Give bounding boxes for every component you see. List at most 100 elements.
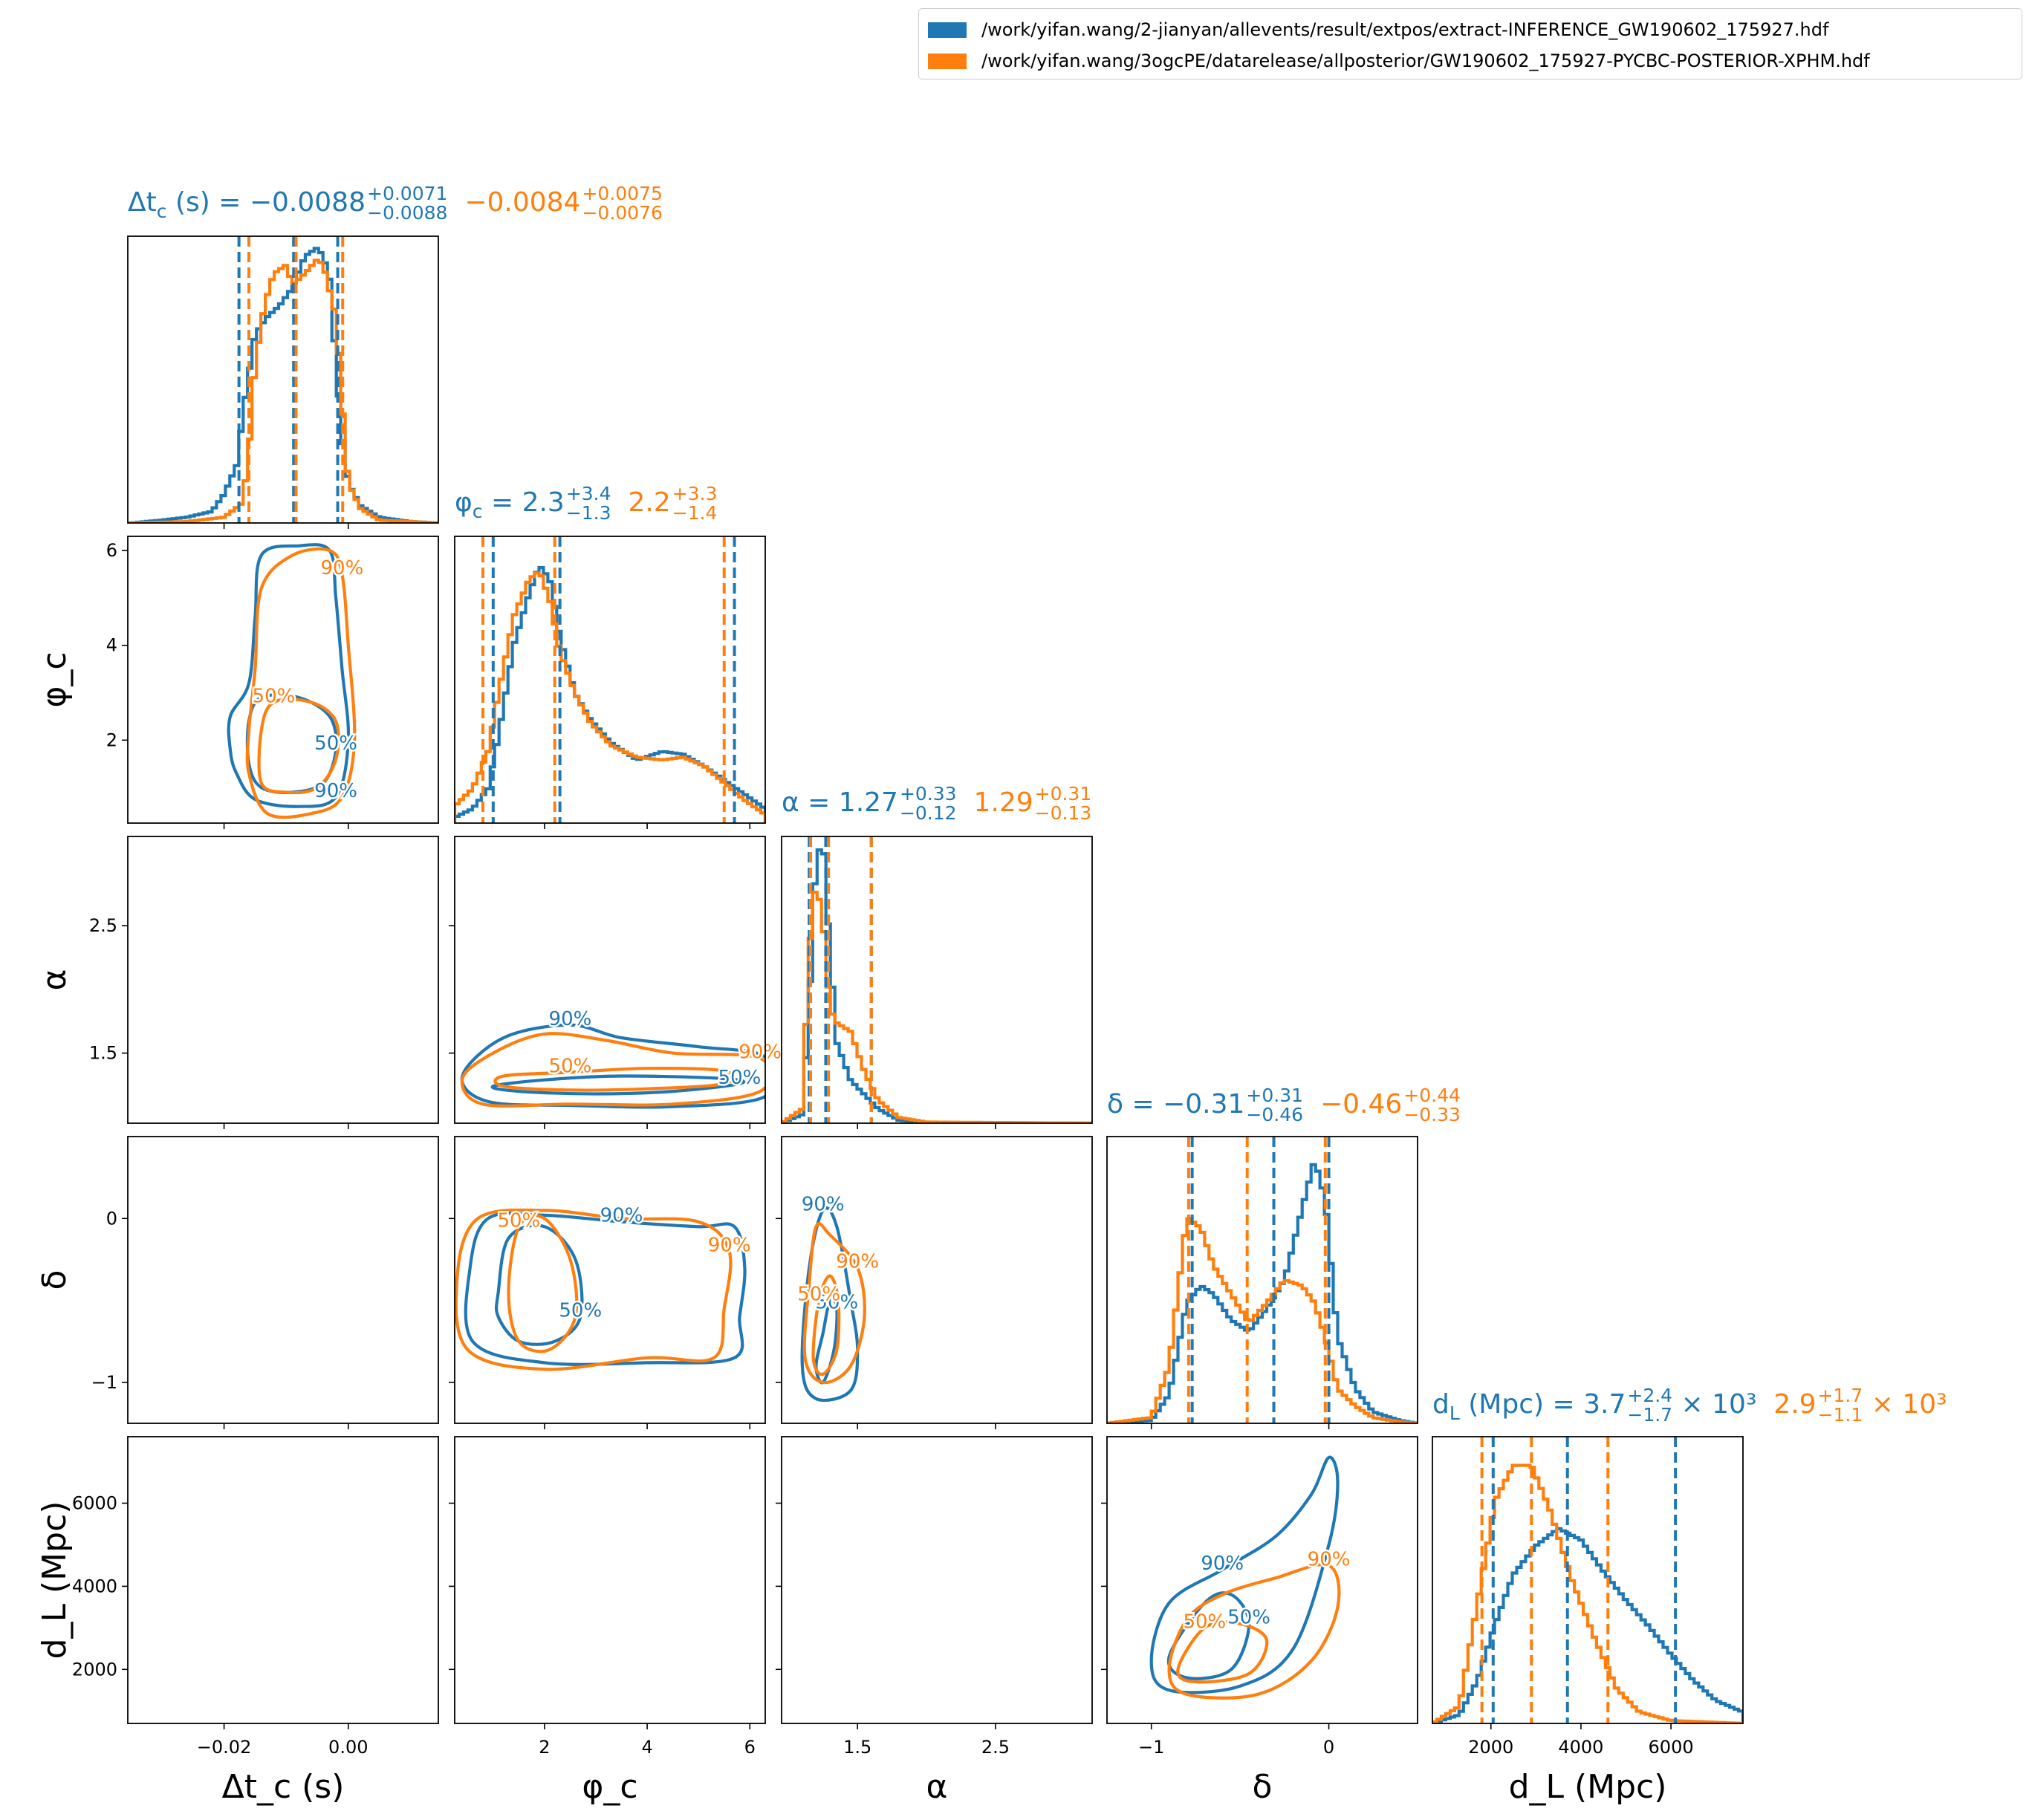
panel-frame: [1432, 1436, 1744, 1724]
legend: /work/yifan.wang/2-jianyan/allevents/res…: [918, 8, 2022, 79]
y-tick-label: 4000: [72, 1576, 117, 1596]
contour-level-label: 90%: [549, 1008, 592, 1030]
ylabel-dl: d_L (Mpc): [36, 1501, 74, 1660]
x-tick-label: 2.5: [981, 1737, 1010, 1758]
contour-level-label: 50%: [497, 1209, 540, 1232]
contour-level-label: 50%: [549, 1055, 592, 1077]
x-tick-label: 6000: [1649, 1737, 1694, 1758]
y-tick-label: 2000: [72, 1659, 117, 1680]
x-tick-label: 0.00: [328, 1737, 368, 1758]
contour-level-label: 90%: [1308, 1548, 1351, 1570]
ylabel-delta: δ: [36, 1270, 74, 1290]
contour-s2_90-delta_tc-phi_c: [245, 547, 357, 819]
contour-level-label: 50%: [815, 1292, 858, 1314]
title-delta: δ = −0.31 +0.31 −0.46 −0.46 +0.44 −0.33: [1107, 1085, 1461, 1126]
legend-label-run2: /work/yifan.wang/3ogcPE/datarelease/allp…: [981, 51, 1870, 71]
hist-run1-delta_tc: [128, 247, 438, 523]
title-alpha: α = 1.27 +0.33 −0.12 1.29 +0.31 −0.13: [782, 783, 1092, 825]
xlabel-delta-tc: Δt_c (s): [222, 1768, 345, 1806]
panel-frame: [127, 536, 439, 824]
contour-s2_90-alpha-delta: [802, 1221, 866, 1385]
x-tick-label: 4: [641, 1737, 652, 1758]
contour-level-label: 90%: [314, 780, 357, 802]
panel-frame: [781, 836, 1093, 1124]
x-tick-label: 6: [744, 1737, 756, 1758]
panel-frame: [454, 1136, 766, 1424]
x-tick-label: 2000: [1468, 1737, 1513, 1758]
panel-frame: [127, 1436, 439, 1724]
contour-level-label: 90%: [802, 1193, 845, 1215]
y-tick-label: −1: [91, 1372, 117, 1393]
hist-run1-d_L: [1432, 1527, 1743, 1723]
hist-run1-phi_c: [455, 565, 765, 823]
x-tick-label: 1.5: [843, 1737, 871, 1758]
contour-level-label: 90%: [600, 1205, 643, 1227]
panel-frame: [454, 836, 766, 1124]
legend-swatch-blue: [928, 22, 967, 38]
ylabel-phi-c: φ_c: [36, 651, 74, 707]
panel-frame: [127, 1136, 439, 1424]
contour-s2_50-delta_tc-phi_c: [257, 698, 340, 795]
contour-s1_50-phi_c-alpha: [490, 1074, 746, 1096]
contour-s2_90-delta-d_L: [1167, 1562, 1341, 1700]
panel-frame: [127, 235, 439, 524]
panel-frame: [454, 1436, 766, 1724]
contour-s2_50-phi_c-delta: [507, 1214, 579, 1353]
y-tick-label: 6000: [72, 1493, 117, 1514]
x-tick-label: 0: [1323, 1737, 1334, 1758]
y-tick-label: 6: [106, 540, 117, 561]
xlabel-delta: δ: [1253, 1768, 1273, 1806]
title-delta-tc: Δtc (s) = −0.0088 +0.0071 −0.0088 −0.0084 +…: [128, 183, 663, 224]
panel-frame: [781, 1136, 1093, 1424]
contour-s1_90-phi_c-delta: [464, 1212, 747, 1366]
contour-s2_50-alpha-delta: [811, 1274, 841, 1377]
xlabel-alpha: α: [926, 1768, 947, 1806]
contour-s2_50-delta-d_L: [1176, 1620, 1269, 1684]
hist-run2-delta: [1107, 1217, 1418, 1423]
y-tick-label: 2.5: [89, 915, 117, 936]
y-tick-label: 2: [106, 729, 117, 750]
hist-run2-phi_c: [455, 571, 765, 823]
contour-level-label: 90%: [738, 1041, 782, 1064]
contour-level-label: 50%: [718, 1067, 762, 1089]
y-tick-label: 0: [106, 1208, 117, 1229]
y-tick-label: 1.5: [89, 1043, 117, 1064]
contour-s1_50-phi_c-delta: [494, 1223, 584, 1346]
legend-entry-run1: /work/yifan.wang/2-jianyan/allevents/res…: [928, 16, 1828, 43]
panel-frame: [1106, 1136, 1418, 1424]
x-tick-label: 2: [539, 1737, 550, 1758]
hist-run1-delta: [1107, 1163, 1418, 1423]
x-tick-label: −0.02: [197, 1737, 252, 1758]
x-tick-label: −1: [1138, 1737, 1164, 1758]
contour-s2_90-phi_c-alpha: [460, 1032, 765, 1108]
legend-label-run1: /work/yifan.wang/2-jianyan/allevents/res…: [981, 19, 1829, 40]
title-phi-c: φc = 2.3 +3.4 −1.3 2.2 +3.3 −1.4: [455, 483, 718, 524]
contour-level-label: 50%: [253, 685, 296, 707]
xlabel-dl: d_L (Mpc): [1509, 1768, 1667, 1806]
contour-level-label: 90%: [321, 557, 364, 579]
contour-level-label: 90%: [708, 1234, 751, 1256]
ylabel-alpha: α: [36, 969, 74, 990]
title-dl: dL (Mpc) = 3.7 +2.4 −1.7 × 10³ 2.9 +1.7 −1.1…: [1432, 1385, 1947, 1426]
contour-level-label: 90%: [1201, 1553, 1244, 1575]
contour-s2_50-phi_c-alpha: [493, 1067, 736, 1092]
contour-level-label: 50%: [314, 732, 357, 755]
panel-frame: [127, 836, 439, 1124]
hist-run2-d_L: [1432, 1463, 1743, 1723]
contour-level-label: 50%: [559, 1300, 602, 1322]
contour-s1_50-delta-d_L: [1166, 1591, 1251, 1680]
legend-entry-run2: /work/yifan.wang/3ogcPE/datarelease/allp…: [928, 48, 1870, 74]
y-tick-label: 4: [106, 635, 117, 656]
panel-frame: [454, 536, 766, 824]
contour-level-label: 50%: [1183, 1611, 1226, 1633]
contour-level-label: 90%: [836, 1250, 879, 1273]
contour-level-label: 50%: [797, 1284, 840, 1306]
x-tick-label: 4000: [1558, 1737, 1603, 1758]
hist-run2-delta_tc: [128, 259, 438, 523]
panel-frame: [781, 1436, 1093, 1724]
panel-frame: [1106, 1436, 1418, 1724]
legend-swatch-orange: [928, 53, 967, 69]
contour-s2_90-phi_c-delta: [455, 1208, 733, 1371]
xlabel-phi-c: φ_c: [582, 1768, 637, 1806]
